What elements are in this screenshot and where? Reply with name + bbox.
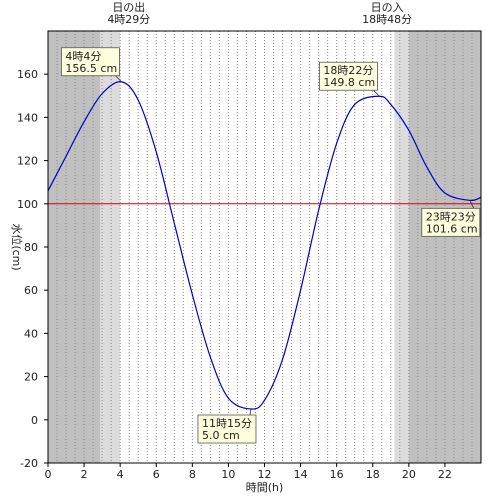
x-axis-title: 時間(h): [246, 481, 284, 494]
header-label-title: 日の出: [112, 0, 145, 14]
day-night-bands: [48, 31, 481, 463]
y-tick-label: 120: [17, 155, 38, 168]
x-axis-ticks: 0 2 4 6 8 10 12 14 16 18 20 22: [45, 463, 452, 481]
annotation-time: 23時23分: [426, 210, 476, 223]
y-tick-label: -20: [20, 457, 38, 470]
y-tick-label: 80: [24, 241, 38, 254]
tide-level-line: [47, 81, 482, 410]
y-tick-label: 40: [24, 327, 38, 340]
x-tick-label: 6: [153, 468, 160, 481]
twilight-band: [100, 31, 121, 463]
y-tick-label: 100: [17, 198, 38, 211]
series-group: [47, 81, 482, 410]
annotation-leader: [469, 200, 475, 209]
header-label-time: 18時48分: [362, 13, 412, 26]
y-axis-ticks: -20 0 20 40 60 80 100 120 140 160: [17, 68, 48, 470]
annotation-box: [319, 61, 378, 91]
y-tick-label: 0: [31, 414, 38, 427]
x-tick-label: 10: [221, 468, 235, 481]
x-tick-label: 22: [438, 468, 452, 481]
night-band: [48, 31, 101, 463]
y-tick-label: 20: [24, 371, 38, 384]
y-tick-label: 60: [24, 284, 38, 297]
annotation-value: 101.6 cm: [426, 222, 478, 235]
y-tick-label: 160: [17, 68, 38, 81]
x-tick-label: 20: [402, 468, 416, 481]
x-tick-label: 18: [366, 468, 380, 481]
twilight-band: [394, 31, 409, 463]
annotation-value: 149.8 cm: [323, 76, 375, 89]
y-axis-title: 水位(cm): [10, 223, 24, 270]
annotation-value: 156.5 cm: [65, 62, 117, 75]
annotation-time: 18時22分: [323, 64, 373, 77]
x-tick-label: 12: [258, 468, 272, 481]
annotation-time: 4時4分: [65, 50, 101, 63]
annotation-leader: [249, 408, 252, 416]
header-label-title: 日の入: [371, 1, 404, 14]
x-tick-label: 0: [45, 468, 52, 481]
annotation-time: 11時15分: [202, 417, 252, 430]
annotation-box: [197, 414, 257, 444]
header-label-time: 4時29分: [107, 13, 150, 26]
x-tick-label: 2: [81, 468, 88, 481]
annotation-leader: [115, 75, 122, 83]
y-tick-label: 140: [17, 111, 38, 124]
annotation-box: [421, 207, 481, 237]
annotation-box: [61, 47, 120, 77]
annotation-leader: [373, 89, 380, 97]
x-tick-label: 8: [189, 468, 196, 481]
x-tick-label: 16: [330, 468, 344, 481]
vertical-gridlines: [56, 31, 473, 463]
x-tick-label: 4: [117, 468, 124, 481]
x-tick-label: 14: [294, 468, 308, 481]
annotation-value: 5.0 cm: [202, 429, 240, 442]
